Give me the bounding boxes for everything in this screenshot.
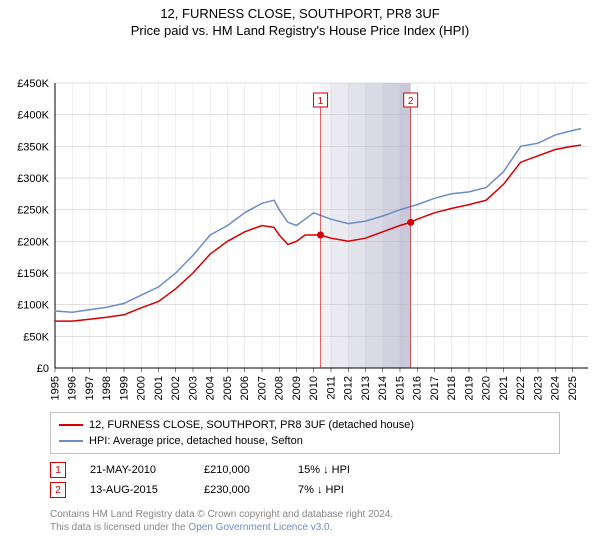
svg-text:2013: 2013 — [360, 376, 372, 400]
svg-text:1997: 1997 — [84, 376, 96, 400]
legend-label-property: 12, FURNESS CLOSE, SOUTHPORT, PR8 3UF (d… — [89, 419, 414, 431]
svg-text:1998: 1998 — [101, 376, 113, 400]
sale-date-1: 21-MAY-2010 — [90, 464, 180, 476]
sale-delta-1: 15% ↓ HPI — [298, 464, 350, 476]
svg-text:2004: 2004 — [205, 376, 217, 400]
svg-text:1995: 1995 — [49, 376, 61, 400]
svg-text:£50K: £50K — [23, 331, 49, 343]
svg-text:2002: 2002 — [170, 376, 182, 400]
ogl-link[interactable]: Open Government Licence v3.0 — [188, 522, 329, 533]
svg-text:2018: 2018 — [446, 376, 458, 400]
svg-text:2020: 2020 — [481, 376, 493, 400]
svg-text:£100K: £100K — [17, 300, 49, 312]
sale-price-1: £210,000 — [204, 464, 274, 476]
svg-text:2011: 2011 — [325, 376, 337, 400]
title-block: 12, FURNESS CLOSE, SOUTHPORT, PR8 3UF Pr… — [0, 0, 600, 38]
sale-marker-1-num: 1 — [55, 465, 61, 476]
svg-text:2005: 2005 — [222, 376, 234, 400]
footer: Contains HM Land Registry data © Crown c… — [50, 508, 560, 534]
svg-text:£200K: £200K — [17, 236, 49, 248]
svg-text:2015: 2015 — [394, 376, 406, 400]
sale-row-1: 1 21-MAY-2010 £210,000 15% ↓ HPI — [50, 460, 560, 480]
svg-text:£350K: £350K — [17, 141, 49, 153]
footer-line2-a: This data is licensed under the — [50, 522, 188, 533]
legend-item-property: 12, FURNESS CLOSE, SOUTHPORT, PR8 3UF (d… — [59, 417, 551, 433]
chart-title-line2: Price paid vs. HM Land Registry's House … — [0, 23, 600, 38]
sale-marker-2: 2 — [50, 482, 66, 498]
svg-text:2000: 2000 — [136, 376, 148, 400]
svg-text:£0: £0 — [37, 363, 49, 375]
chart-container: 12, FURNESS CLOSE, SOUTHPORT, PR8 3UF Pr… — [0, 0, 600, 534]
svg-text:1999: 1999 — [118, 376, 130, 400]
svg-text:2014: 2014 — [377, 376, 389, 400]
svg-text:2007: 2007 — [256, 376, 268, 400]
svg-text:£150K: £150K — [17, 268, 49, 280]
svg-text:2022: 2022 — [515, 376, 527, 400]
footer-line2-b: . — [330, 522, 333, 533]
legend-label-hpi: HPI: Average price, detached house, Seft… — [89, 435, 303, 447]
svg-text:£450K: £450K — [17, 78, 49, 90]
svg-text:2001: 2001 — [153, 376, 165, 400]
svg-text:2023: 2023 — [532, 376, 544, 400]
sales-table: 1 21-MAY-2010 £210,000 15% ↓ HPI 2 13-AU… — [50, 460, 560, 500]
svg-text:2012: 2012 — [343, 376, 355, 400]
sale-delta-2: 7% ↓ HPI — [298, 484, 344, 496]
svg-text:2003: 2003 — [187, 376, 199, 400]
sale-date-2: 13-AUG-2015 — [90, 484, 180, 496]
legend-swatch-hpi — [59, 440, 83, 442]
svg-text:£400K: £400K — [17, 110, 49, 122]
svg-text:2017: 2017 — [429, 376, 441, 400]
svg-text:2010: 2010 — [308, 376, 320, 400]
svg-text:2009: 2009 — [291, 376, 303, 400]
svg-text:2024: 2024 — [550, 376, 562, 400]
price-chart: £0 £50K £100K £150K £200K £250K £300K £350K £400… — [0, 38, 600, 408]
svg-text:2: 2 — [408, 96, 414, 107]
footer-line1: Contains HM Land Registry data © Crown c… — [50, 508, 560, 521]
svg-text:£250K: £250K — [17, 205, 49, 217]
legend-item-hpi: HPI: Average price, detached house, Seft… — [59, 433, 551, 449]
sale-price-2: £230,000 — [204, 484, 274, 496]
sale-row-2: 2 13-AUG-2015 £230,000 7% ↓ HPI — [50, 480, 560, 500]
legend: 12, FURNESS CLOSE, SOUTHPORT, PR8 3UF (d… — [50, 412, 560, 454]
svg-text:2025: 2025 — [567, 376, 579, 400]
sale-marker-1: 1 — [50, 462, 66, 478]
svg-text:1996: 1996 — [67, 376, 79, 400]
footer-line2: This data is licensed under the Open Gov… — [50, 521, 560, 534]
svg-text:1: 1 — [318, 96, 324, 107]
svg-text:2016: 2016 — [412, 376, 424, 400]
svg-text:2021: 2021 — [498, 376, 510, 400]
sale-marker-2-num: 2 — [55, 485, 61, 496]
svg-text:2006: 2006 — [239, 376, 251, 400]
svg-text:2008: 2008 — [274, 376, 286, 400]
legend-swatch-property — [59, 424, 83, 426]
chart-title-line1: 12, FURNESS CLOSE, SOUTHPORT, PR8 3UF — [0, 6, 600, 21]
svg-text:£300K: £300K — [17, 173, 49, 185]
svg-text:2019: 2019 — [463, 376, 475, 400]
